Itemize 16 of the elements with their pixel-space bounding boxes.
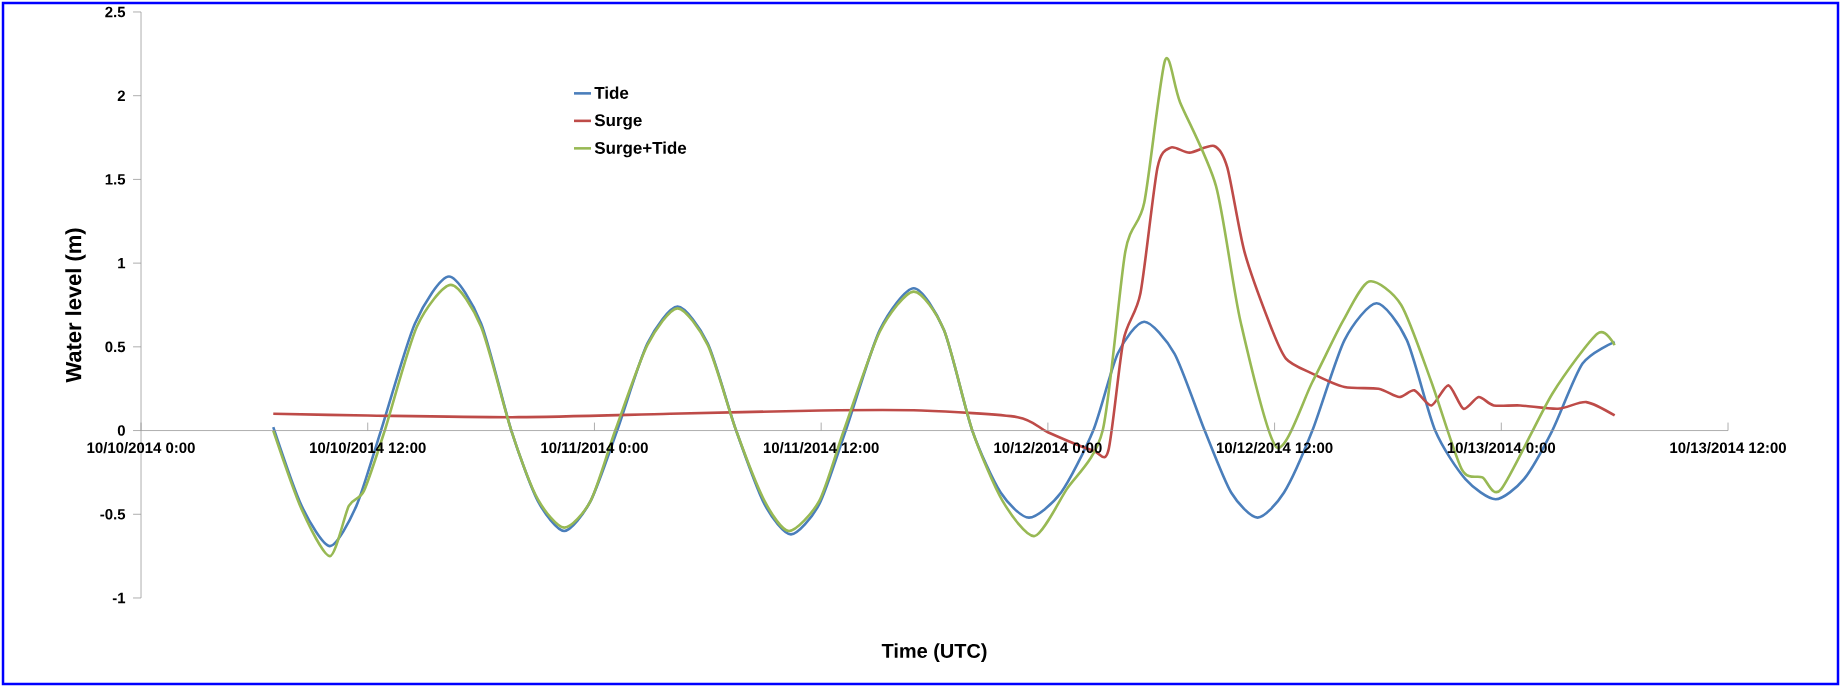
legend-label: Surge [594,114,642,130]
y-tick-label: 1.5 [105,174,126,185]
y-tick-label: 2 [117,90,125,101]
x-tick-label: 10/13/2014 12:00 [1670,442,1786,454]
legend-label: Tide [594,86,629,99]
y-tick-label: 1 [118,257,126,269]
x-tick-label: 10/10/2014 0:00 [87,442,195,454]
y-tick-label: 0.5 [105,341,126,353]
legend-label: Surge+Tide [594,141,687,158]
y-axis-title: Water level (m) [65,228,86,383]
y-tick-label: 2.5 [105,6,126,18]
x-axis-title: Time (UTC) [881,643,987,662]
y-tick-label: 0 [117,425,125,436]
y-tick-label: -0.5 [100,508,126,520]
x-tick-label: 10/11/2014 12:00 [763,442,879,454]
y-tick-label: -1 [112,592,126,604]
